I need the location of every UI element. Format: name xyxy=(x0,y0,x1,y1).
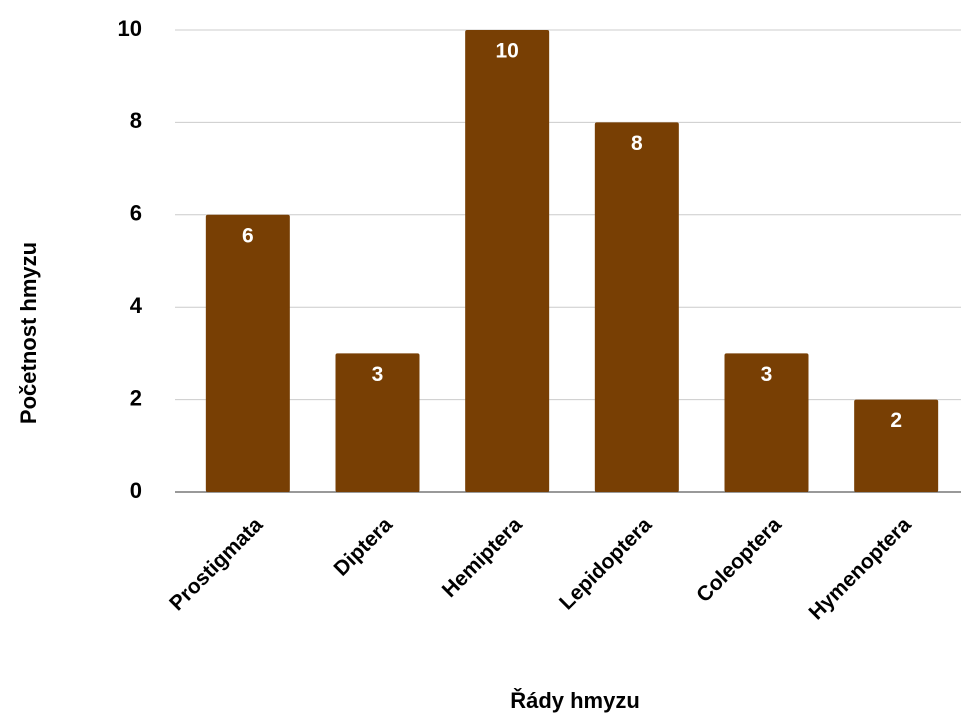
x-axis-title: Řády hmyzu xyxy=(510,688,640,713)
x-tick-label: Prostigmata xyxy=(165,513,267,615)
x-tick-label: Diptera xyxy=(330,513,398,581)
y-tick-label: 6 xyxy=(130,201,142,226)
value-label: 3 xyxy=(761,363,773,386)
x-tick-label: Hemiptera xyxy=(438,513,527,602)
bar xyxy=(465,30,550,492)
x-tick-label: Lepidoptera xyxy=(555,513,656,614)
bar xyxy=(724,353,809,492)
y-tick-label: 0 xyxy=(130,478,142,503)
value-label: 8 xyxy=(631,132,643,155)
y-tick-label: 8 xyxy=(130,108,142,133)
value-label: 3 xyxy=(372,363,384,386)
y-tick-label: 4 xyxy=(130,293,143,318)
y-tick-label: 2 xyxy=(130,385,142,410)
y-tick-label: 10 xyxy=(118,16,142,41)
x-tick-label: Coleoptera xyxy=(692,513,786,607)
x-tick-label: Hymenoptera xyxy=(804,513,915,624)
value-label: 10 xyxy=(495,40,518,63)
bar xyxy=(594,122,679,493)
bar xyxy=(205,214,290,493)
bar xyxy=(854,399,939,492)
bar xyxy=(335,353,420,492)
value-label: 6 xyxy=(242,224,254,247)
y-axis-title: Početnost hmyzu xyxy=(16,242,41,424)
value-label: 2 xyxy=(890,409,902,432)
